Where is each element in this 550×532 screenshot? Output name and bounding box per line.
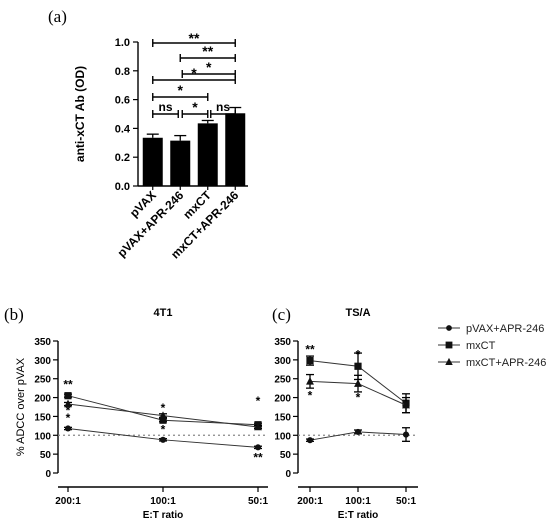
y-tick-label: 300 [34,356,51,367]
significance-label: * [161,401,166,415]
x-axis-label: E:T ratio [338,510,379,521]
x-tick-label: 200:1 [55,496,81,507]
significance-label: ns [158,100,172,114]
x-tick-label: 50:1 [396,496,416,507]
y-tick-label: 150 [274,412,291,423]
y-tick-label: 150 [34,412,51,423]
x-tick-label: 50:1 [248,496,268,507]
significance-label: ** [202,43,213,59]
significance-label: ** [305,343,315,357]
y-tick-label: 350 [274,337,291,348]
y-tick-label: 0.6 [115,95,130,107]
x-axis-label: E:T ratio [143,510,184,521]
bar [225,113,246,186]
significance-label: * [256,394,261,408]
y-tick-label: 50 [280,450,292,461]
significance-label: * [206,59,212,75]
significance-label: ** [189,30,200,46]
bar [197,123,218,186]
data-point [306,437,314,444]
panel-title: 4T1 [154,307,173,319]
significance-label: * [191,65,197,81]
y-tick-label: 0 [285,469,291,480]
bar [170,140,191,186]
data-point [402,431,410,438]
y-tick-label: 250 [274,375,291,386]
panel-label-a: (a) [48,7,67,26]
significance-label: * [356,391,361,405]
y-axis-label: anti-xCT Ab (OD) [73,66,87,162]
data-point [64,392,72,400]
y-tick-label: 100 [274,431,291,442]
data-point [159,436,167,443]
significance-label: ** [63,378,73,392]
x-tick-label: 100:1 [345,496,371,507]
y-tick-label: 0.2 [115,152,130,164]
data-point [159,411,167,419]
significance-label: * [66,411,71,425]
y-tick-label: 0.0 [115,181,130,193]
y-tick-label: 0.4 [115,123,131,135]
y-tick-label: 250 [34,375,51,386]
panel-title: TS/A [345,307,370,319]
data-point [306,357,314,365]
data-point [64,425,72,432]
legend-label: mxCT [466,340,496,352]
data-point [64,399,72,408]
data-point [354,362,362,370]
legend: pVAX+APR-246 mxCT mxCT+APR-246 [438,323,546,369]
legend-marker [445,357,453,366]
y-tick-label: 200 [274,394,291,405]
significance-label: * [356,347,361,361]
y-tick-label: 0 [45,469,51,480]
panel-c: (c) TS/A 0 50 100 150 200 250 300 350 200:1 100:1 50… [272,305,546,521]
x-tick-label: 200:1 [297,496,323,507]
y-tick-label: 300 [274,356,291,367]
significance-label: * [308,388,313,402]
significance-label: * [161,423,166,437]
y-tick-label: 350 [34,337,51,348]
legend-marker [446,325,452,331]
data-point [402,400,410,409]
data-point [159,416,167,424]
legend-label: pVAX+APR-246 [466,323,544,335]
panel-b: (b) 4T1 0 50 100 150 200 250 300 350 200:1 100:1 50:… [4,305,268,521]
panel-label-b: (b) [4,305,24,324]
y-tick-label: 200 [34,394,51,405]
significance-label: ** [253,450,263,464]
y-tick-label: 100 [34,431,51,442]
y-tick-label: 50 [40,450,52,461]
data-point [354,379,362,387]
y-axis-label: % ADCC over pVAX [15,357,27,456]
significance-label: ns [216,100,230,114]
significance-label: * [178,82,184,98]
y-tick-label: 0.8 [115,66,130,78]
significance-label: * [66,403,71,417]
data-point [254,422,262,431]
panel-label-c: (c) [272,305,291,324]
legend-marker [445,341,453,349]
data-point [306,377,314,385]
bar [142,137,163,186]
data-point [354,428,362,435]
significance-label: * [192,99,198,115]
data-point [254,444,262,451]
y-tick-label: 1.0 [115,37,130,49]
x-tick-label: 100:1 [150,496,176,507]
legend-label: mxCT+APR-246 [466,357,546,369]
